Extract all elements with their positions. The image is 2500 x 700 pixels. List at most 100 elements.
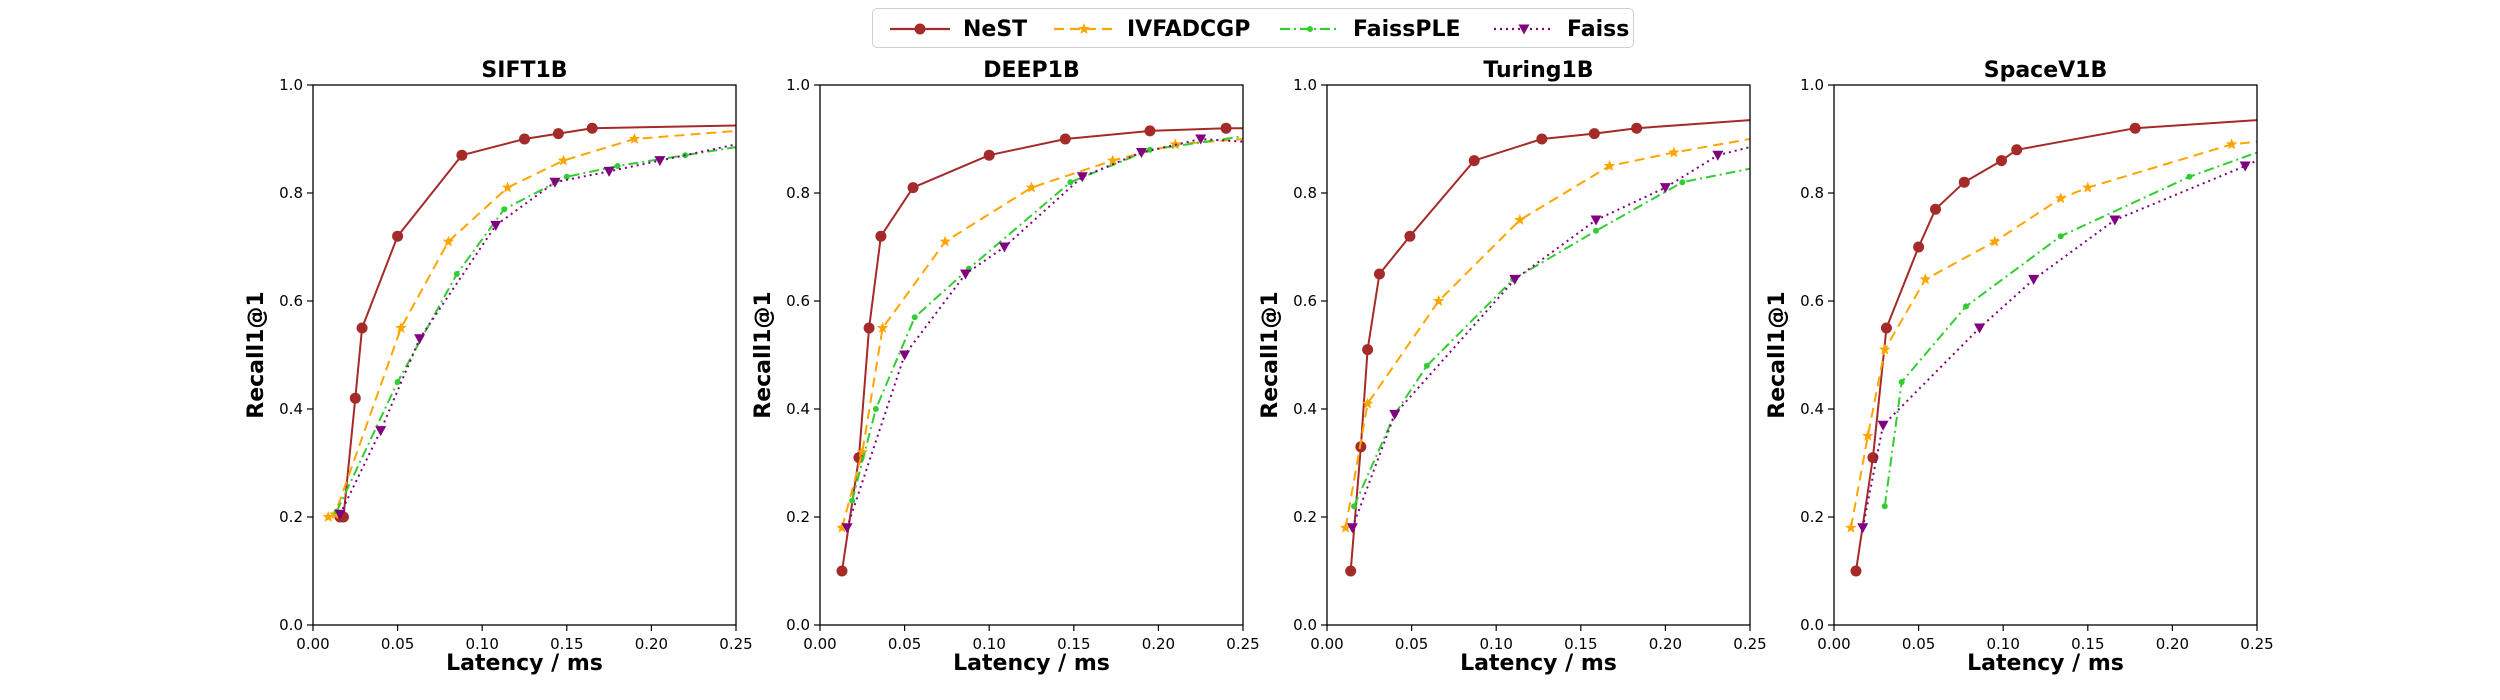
data-point (1144, 125, 1156, 137)
x-axis-label: Latency / ms (1967, 651, 2124, 676)
series-line (1883, 151, 2257, 507)
data-point (392, 230, 404, 242)
data-point (983, 149, 995, 161)
y-axis-label: Recall1@1 (1258, 291, 1283, 418)
data-point (1590, 215, 1602, 226)
chart-title: SpaceV1B (1984, 58, 2108, 83)
legend-marker (1307, 26, 1313, 32)
data-point (1712, 150, 1724, 161)
y-tick-label: 1.0 (279, 76, 303, 94)
data-point (1996, 155, 2008, 167)
data-point (2225, 138, 2238, 150)
series-faiss (841, 134, 1243, 534)
x-tick-label: 0.15 (1564, 635, 1597, 653)
data-point (501, 181, 514, 193)
data-point (1059, 133, 1071, 145)
x-axis-label: Latency / ms (1460, 651, 1617, 676)
y-tick-label: 0.8 (1293, 184, 1317, 202)
data-point (1220, 122, 1232, 134)
y-tick-label: 0.0 (1800, 616, 1824, 634)
data-point (1432, 295, 1445, 306)
legend-label: IVFADCGP (1127, 16, 1251, 42)
data-point (519, 133, 530, 145)
data-point (1373, 268, 1385, 280)
legend-label: FaissPLE (1353, 16, 1461, 42)
y-axis-label: Recall1@1 (244, 291, 269, 418)
data-point (1919, 273, 1932, 285)
series-nest (1345, 119, 1750, 577)
legend-label: NeST (963, 16, 1028, 42)
data-point (557, 154, 570, 166)
legend-marker (914, 23, 926, 35)
data-point (836, 521, 848, 533)
data-point (1362, 344, 1374, 356)
x-tick-label: 0.00 (296, 635, 329, 653)
data-point (1076, 172, 1088, 183)
series-line (846, 138, 1243, 529)
legend-marker-ivfadcgp-icon (1054, 23, 1114, 34)
y-tick-label: 1.0 (1800, 76, 1824, 94)
data-point (1345, 565, 1357, 577)
x-axis-label: Latency / ms (953, 651, 1110, 676)
y-tick-label: 0.2 (1293, 508, 1317, 526)
data-point (394, 379, 401, 385)
data-point (1067, 179, 1074, 186)
y-axis-label: Recall1@1 (1765, 291, 1790, 418)
legend-item-ivfadcgp: IVFADCGP (1051, 9, 1250, 49)
y-tick-label: 0.8 (786, 184, 810, 202)
series-faiss (1857, 159, 2257, 534)
data-point (2239, 161, 2251, 172)
series-line (340, 124, 736, 518)
data-point (1593, 227, 1600, 234)
x-axis-label: Latency / ms (446, 651, 603, 676)
series-line (1849, 140, 2257, 528)
y-tick-label: 0.6 (1293, 292, 1317, 310)
x-tick-label: 0.25 (1733, 635, 1766, 653)
data-point (614, 163, 621, 169)
y-axis-label: Recall1@1 (751, 291, 776, 418)
series-line (841, 138, 1243, 529)
x-tick-label: 0.00 (1310, 635, 1343, 653)
legend-marker (1518, 24, 1530, 35)
data-point (501, 206, 508, 213)
data-point (1668, 146, 1680, 158)
y-tick-label: 0.8 (1800, 184, 1824, 202)
data-point (1659, 183, 1671, 194)
chart-title: DEEP1B (983, 58, 1080, 83)
data-point (1631, 122, 1643, 134)
data-point (549, 177, 561, 188)
x-tick-label: 0.10 (972, 635, 1005, 653)
data-point (2055, 192, 2067, 204)
data-point (1146, 146, 1153, 153)
series-line (1353, 167, 1750, 507)
data-point (1879, 343, 1891, 355)
series-nest (1850, 119, 2257, 577)
data-point (563, 173, 570, 180)
y-tick-label: 0.2 (1800, 508, 1824, 526)
data-point (876, 322, 889, 333)
data-point (1862, 430, 1874, 441)
series-faiss (334, 143, 736, 520)
series-line (327, 129, 736, 518)
y-tick-label: 0.6 (786, 292, 810, 310)
data-point (2186, 173, 2193, 180)
x-tick-label: 0.20 (635, 635, 668, 653)
data-point (872, 406, 879, 412)
x-tick-label: 0.05 (1395, 635, 1428, 653)
y-tick-label: 1.0 (786, 76, 810, 94)
data-point (1025, 181, 1038, 193)
data-point (863, 322, 875, 334)
plot-frame (819, 84, 1244, 626)
series-line (1351, 146, 1750, 529)
data-point (628, 133, 641, 144)
data-point (356, 322, 368, 334)
x-tick-label: 0.25 (719, 635, 752, 653)
data-point (2129, 122, 2141, 134)
x-tick-label: 0.00 (803, 635, 836, 653)
data-point (414, 334, 426, 345)
x-tick-label: 0.20 (1649, 635, 1682, 653)
plot-frame (1833, 84, 2258, 626)
data-point (1536, 133, 1548, 145)
subplot-2: 0.00 0.05 0.10 0.15 0.20 0.25 0.0 0.2 0.4 0.6 0.8 1… (1258, 58, 1767, 676)
data-point (899, 350, 911, 361)
